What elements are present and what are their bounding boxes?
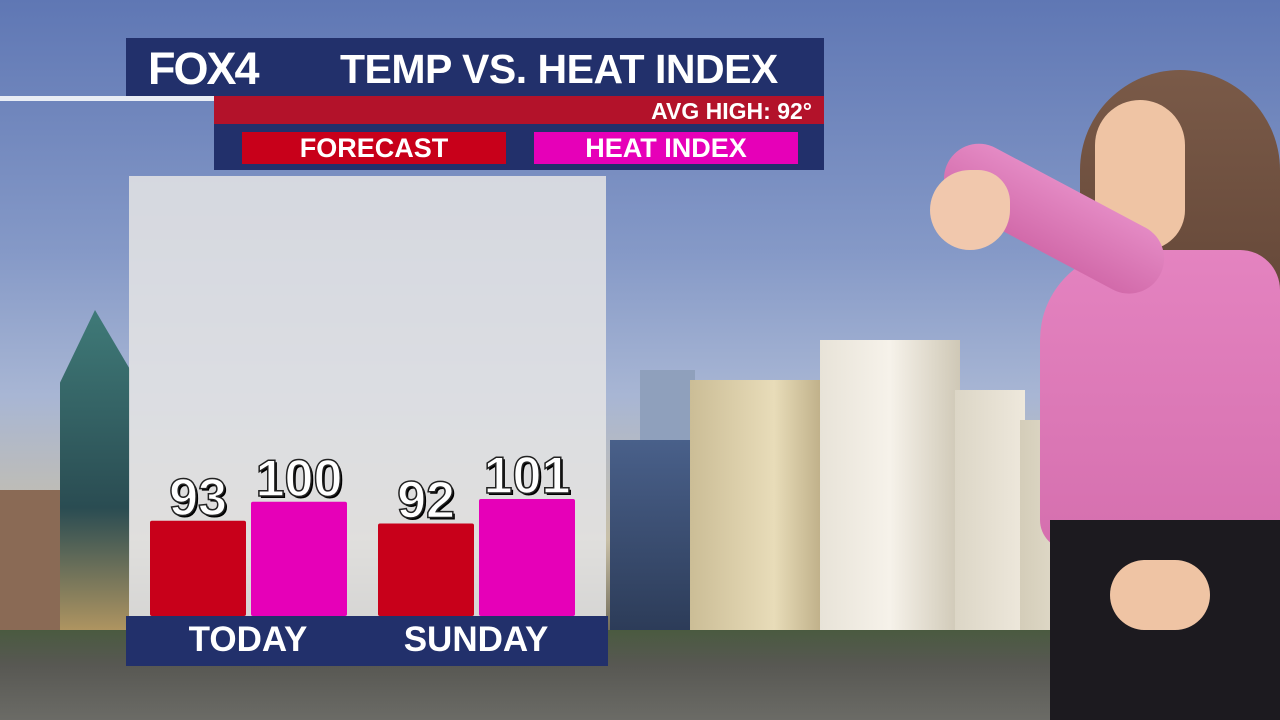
bar-heat-index-today [251, 501, 347, 616]
data-label-shadow: 92 [399, 474, 457, 532]
bar-heat-index-sunday [479, 499, 575, 616]
station-logo: FOX4 [148, 43, 260, 94]
background-building [610, 440, 695, 640]
data-label-heat-index-sunday: 101 [484, 447, 571, 505]
avg-high-strip: AVG HIGH: 92° [214, 96, 824, 124]
legend-forecast: FORECAST [242, 132, 506, 164]
background-building [955, 390, 1025, 640]
category-axis: TODAY SUNDAY [126, 616, 608, 666]
category-label-today: TODAY [188, 620, 308, 659]
category-label-sunday: SUNDAY [403, 620, 549, 659]
bar-forecast-sunday [378, 523, 474, 616]
bar-forecast-today [150, 520, 246, 616]
legend-heat-index: HEAT INDEX [534, 132, 798, 164]
data-label-shadow: 100 [258, 452, 345, 510]
presenter-torso [1040, 250, 1280, 550]
presenter-clicker-hand [1110, 560, 1210, 630]
background-building [0, 490, 60, 640]
presenter [930, 0, 1280, 720]
data-label-shadow: 101 [486, 449, 573, 507]
data-label-forecast-today: 93 [169, 469, 227, 527]
background-building [690, 380, 830, 640]
background-building [60, 310, 130, 640]
data-label-heat-index-today: 100 [256, 450, 343, 508]
presenter-pointing-hand [930, 170, 1010, 250]
header-rule [0, 96, 214, 101]
avg-high-text: AVG HIGH: 92° [651, 98, 812, 124]
data-label-shadow: 93 [171, 471, 229, 529]
background-building [820, 340, 960, 640]
graphic-title: TEMP VS. HEAT INDEX [340, 46, 778, 92]
legend: FORECAST HEAT INDEX [214, 124, 824, 170]
graphic-header: FOX4 TEMP VS. HEAT INDEX [126, 38, 824, 96]
data-label-forecast-sunday: 92 [397, 472, 455, 530]
